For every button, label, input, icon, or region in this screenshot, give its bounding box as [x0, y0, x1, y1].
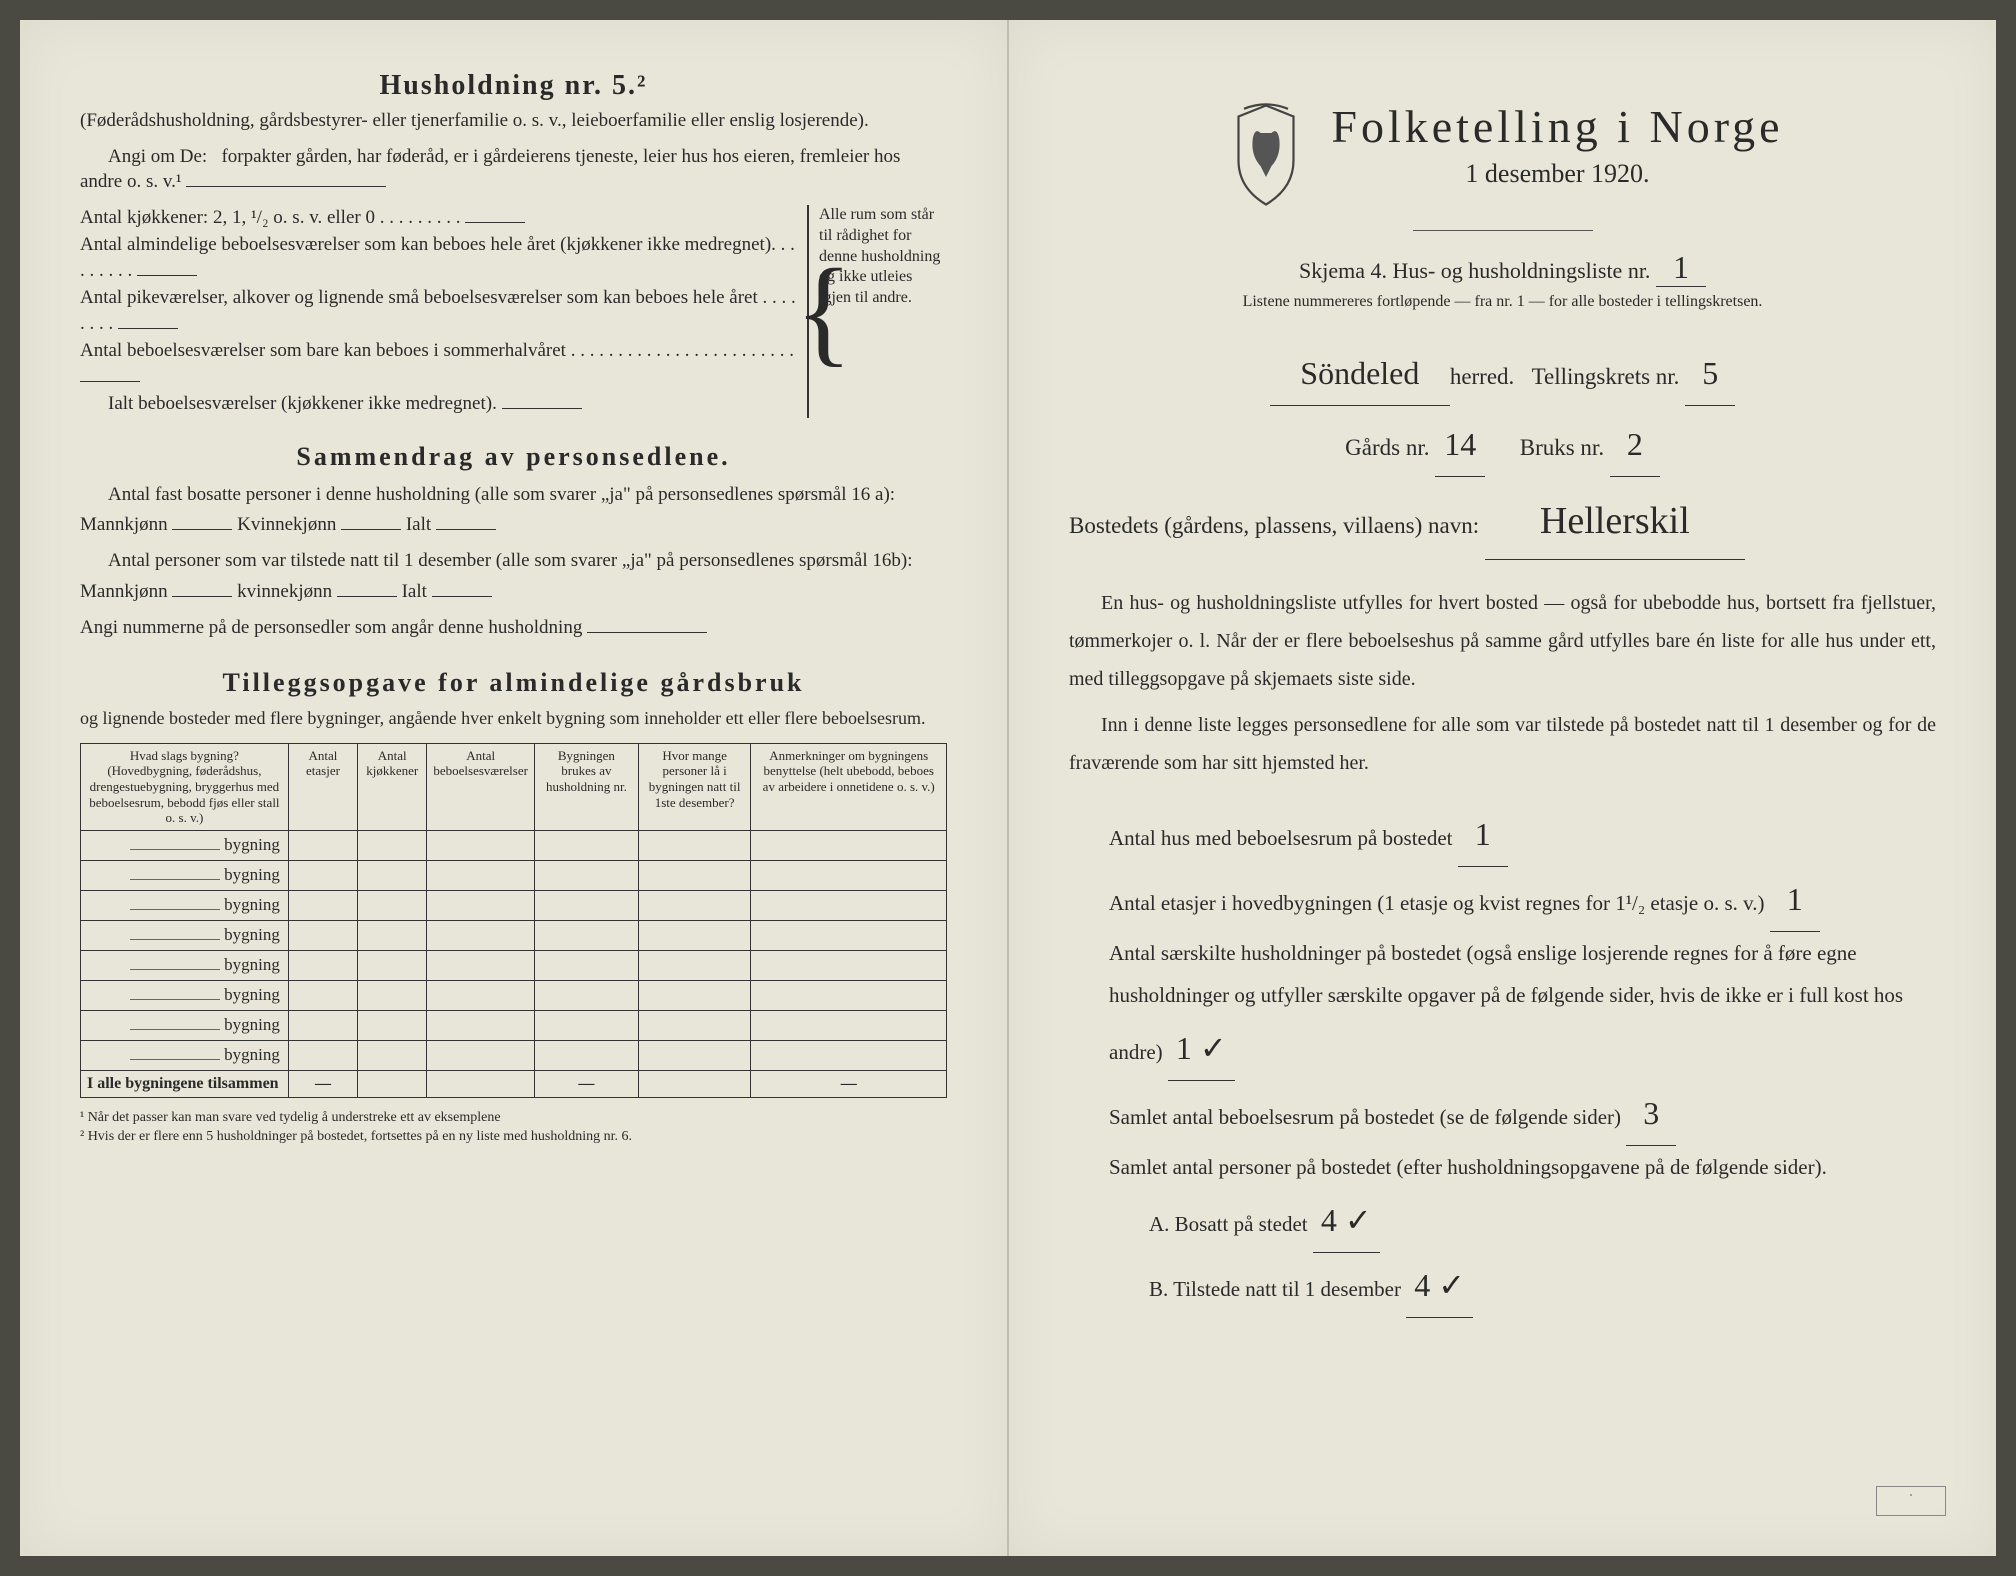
q3: Antal særskilte husholdninger på bostede…: [1069, 932, 1936, 1081]
bruks-nr: 2: [1610, 412, 1660, 477]
main-title: Folketelling i Norge: [1331, 100, 1783, 153]
rooms-3: Antal beboelsesværelser som bare kan beb…: [80, 338, 797, 391]
skjema-nr-value: 1: [1656, 249, 1706, 287]
angi-om-de: Angi om De: forpakter gården, har føderå…: [80, 144, 947, 195]
table-row: bygning: [81, 1010, 947, 1040]
printer-stamp: •: [1876, 1486, 1946, 1516]
q4: Samlet antal beboelsesrum på bostedet (s…: [1069, 1081, 1936, 1146]
coat-of-arms-icon: [1221, 100, 1311, 210]
q2: Antal etasjer i hovedbygningen (1 etasje…: [1069, 867, 1936, 932]
rooms-total: Ialt beboelsesværelser (kjøkkener ikke m…: [80, 391, 797, 418]
answers-block: Antal hus med beboelsesrum på bostedet 1…: [1069, 802, 1936, 1318]
left-page: Husholdning nr. 5.² (Føderådshusholdning…: [20, 20, 1008, 1556]
title-block: Folketelling i Norge 1 desember 1920.: [1069, 100, 1936, 210]
tillegg-intro: og lignende bosteder med flere bygninger…: [80, 706, 947, 731]
table-row: bygning: [81, 980, 947, 1010]
tellingskrets-nr: 5: [1685, 341, 1735, 406]
th-0: Hvad slags bygning? (Hovedbygning, føder…: [81, 743, 289, 830]
table-row: bygning: [81, 860, 947, 890]
th-1: Antal etasjer: [288, 743, 357, 830]
gards-nr: 14: [1435, 412, 1485, 477]
a2: 1: [1770, 867, 1820, 932]
instructions-body: En hus- og husholdningsliste utfylles fo…: [1069, 584, 1936, 782]
tillegg-title: Tilleggsopgave for almindelige gårdsbruk: [80, 668, 947, 698]
body-1: En hus- og husholdningsliste utfylles fo…: [1069, 584, 1936, 698]
rooms-1: Antal almindelige beboelsesværelser som …: [80, 232, 797, 285]
table-row: bygning: [81, 920, 947, 950]
sammendrag-2: Antal personer som var tilstede natt til…: [80, 546, 947, 607]
th-5: Hvor mange personer lå i bygningen natt …: [638, 743, 751, 830]
rooms-block: Antal kjøkkener: 2, 1, ¹/₂ o. s. v. elle…: [80, 205, 947, 418]
angi-prefix: Angi om De:: [108, 146, 207, 167]
bygning-table: Hvad slags bygning? (Hovedbygning, føder…: [80, 743, 947, 1098]
a4: 3: [1626, 1081, 1676, 1146]
th-4: Bygningen brukes av husholdning nr.: [534, 743, 638, 830]
listene-note: Listene nummereres fortløpende — fra nr.…: [1069, 293, 1936, 311]
footnote-1: ¹ Når det passer kan man svare ved tydel…: [80, 1108, 947, 1128]
sammendrag-title: Sammendrag av personsedlene.: [80, 442, 947, 472]
footnotes: ¹ Når det passer kan man svare ved tydel…: [80, 1108, 947, 1147]
bracket-note: Alle rum som står til rådighet for denne…: [807, 205, 947, 418]
divider: [1413, 230, 1593, 231]
table-footer-label: I alle bygningene tilsammen: [81, 1070, 289, 1097]
table-row: bygning: [81, 1040, 947, 1070]
table-row: bygning: [81, 950, 947, 980]
q1: Antal hus med beboelsesrum på bostedet 1: [1069, 802, 1936, 867]
footnote-2: ² Hvis der er flere enn 5 husholdninger …: [80, 1127, 947, 1147]
th-2: Antal kjøkkener: [358, 743, 427, 830]
q5: Samlet antal personer på bostedet (efter…: [1069, 1146, 1936, 1188]
rooms-2: Antal pikeværelser, alkover og lignende …: [80, 285, 797, 338]
census-date: 1 desember 1920.: [1331, 159, 1783, 189]
angi-numrene: Angi nummerne på de personsedler som ang…: [80, 613, 947, 643]
kitchens-label: Antal kjøkkener: 2, 1, ¹/₂ o. s. v. elle…: [80, 205, 797, 232]
bosted-line: Bostedets (gårdens, plassens, villaens) …: [1069, 483, 1936, 560]
household-5-title: Husholdning nr. 5.²: [80, 70, 947, 102]
right-page: Folketelling i Norge 1 desember 1920. Sk…: [1008, 20, 1996, 1556]
th-6: Anmerkninger om bygningens benyttelse (h…: [751, 743, 947, 830]
a3: 1 ✓: [1168, 1016, 1235, 1081]
sammendrag-1: Antal fast bosatte personer i denne hush…: [80, 480, 947, 541]
a5b: 4 ✓: [1406, 1253, 1473, 1318]
q5b: B. Tilstede natt til 1 desember 4 ✓: [1069, 1253, 1936, 1318]
table-row: bygning: [81, 890, 947, 920]
skjema-line: Skjema 4. Hus- og husholdningsliste nr. …: [1069, 249, 1936, 287]
q5a: A. Bosatt på stedet 4 ✓: [1069, 1188, 1936, 1253]
table-row: bygning: [81, 830, 947, 860]
herred-line: Söndeledherred. Tellingskrets nr. 5: [1069, 341, 1936, 406]
gards-line: Gårds nr. 14 Bruks nr. 2: [1069, 412, 1936, 477]
document-spread: Husholdning nr. 5.² (Føderådshusholdning…: [20, 20, 1996, 1556]
bosted-value: Hellerskil: [1485, 483, 1745, 560]
body-2: Inn i denne liste legges personsedlene f…: [1069, 706, 1936, 782]
a1: 1: [1458, 802, 1508, 867]
herred-value: Söndeled: [1270, 341, 1450, 406]
household-5-intro: (Føderådshusholdning, gårdsbestyrer- ell…: [80, 108, 947, 134]
th-3: Antal beboelsesværelser: [427, 743, 535, 830]
a5a: 4 ✓: [1313, 1188, 1380, 1253]
